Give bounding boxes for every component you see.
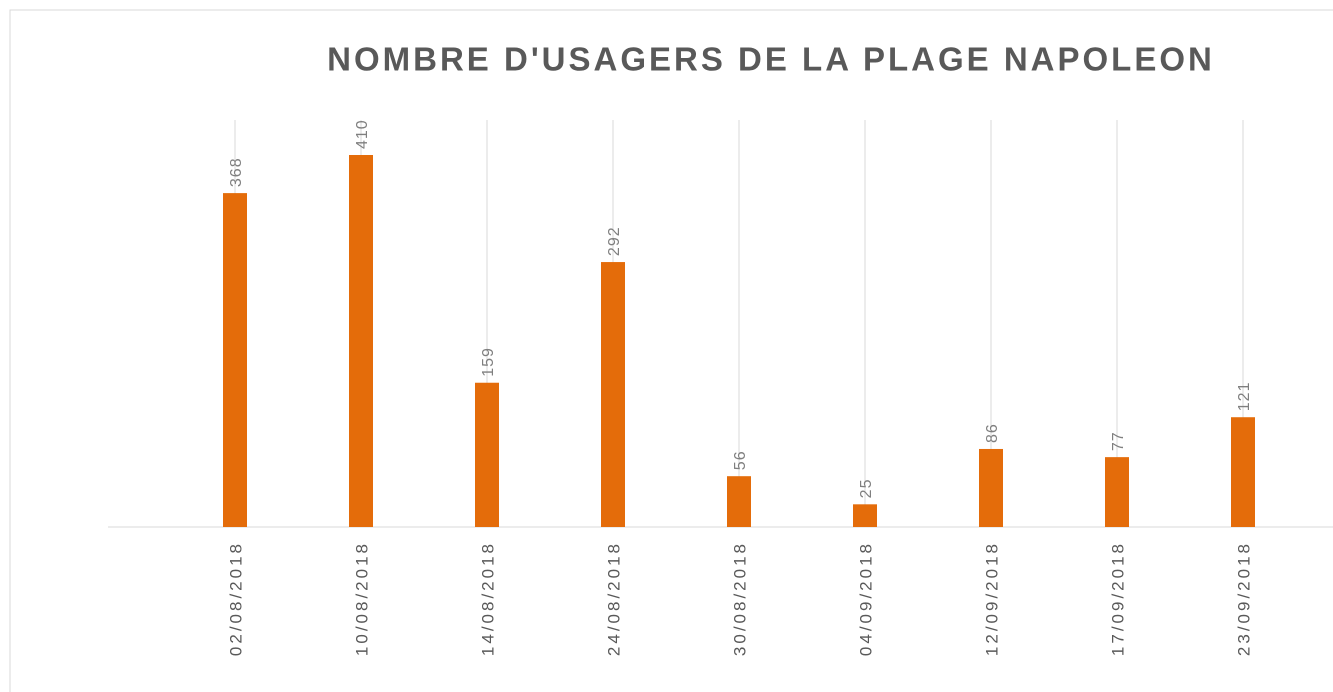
x-tick-label: 23/09/2018: [1234, 541, 1253, 656]
data-label: 292: [606, 226, 623, 256]
bar: [475, 382, 499, 527]
chart-frame: [9, 9, 1333, 692]
data-label: 121: [1236, 382, 1253, 412]
x-tick-label: 17/09/2018: [1108, 541, 1127, 656]
bar: [853, 504, 877, 527]
bar: [349, 155, 373, 527]
bar: [601, 262, 625, 527]
bar: [979, 448, 1003, 527]
x-tick-label: 24/08/2018: [604, 541, 623, 656]
data-label: 368: [228, 157, 245, 187]
data-label: 410: [354, 119, 371, 149]
x-tick-label: 02/08/2018: [226, 541, 245, 656]
x-tick-label: 30/08/2018: [730, 541, 749, 656]
data-label: 25: [858, 479, 875, 499]
x-tick-label: 10/08/2018: [352, 541, 371, 656]
bar: [1105, 457, 1129, 527]
data-label: 56: [732, 450, 749, 470]
x-tick-label: 14/08/2018: [478, 541, 497, 656]
data-label: 77: [1110, 431, 1127, 451]
x-tick-label: 12/09/2018: [982, 541, 1001, 656]
data-label: 86: [984, 423, 1001, 443]
x-tick-label: 04/09/2018: [856, 541, 875, 656]
bar: [1231, 417, 1255, 527]
data-label: 159: [480, 347, 497, 377]
bar: [727, 476, 751, 527]
chart-title: NOMBRE D'USAGERS DE LA PLAGE NAPOLEON: [327, 41, 1215, 78]
bar: [223, 193, 247, 528]
